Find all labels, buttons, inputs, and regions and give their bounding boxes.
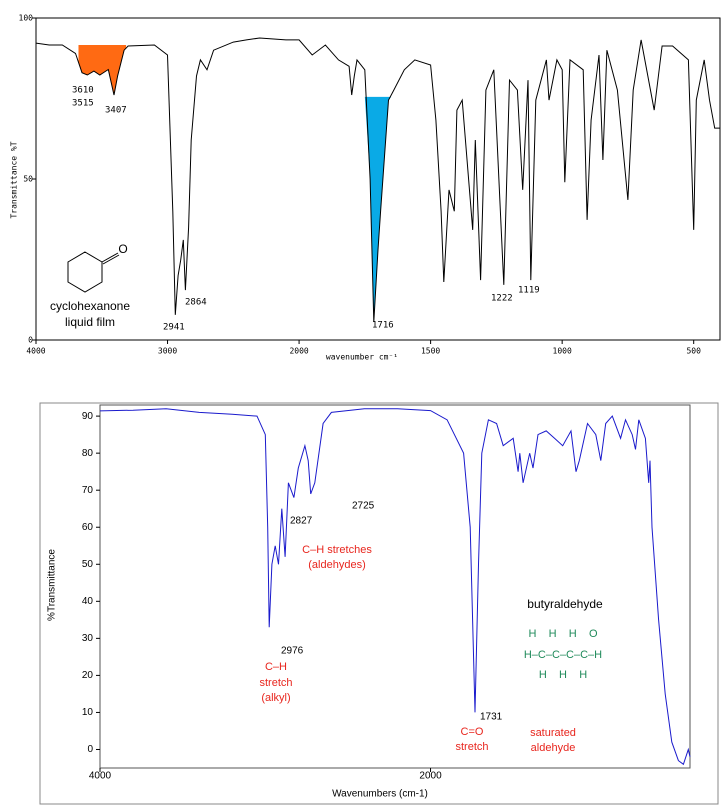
y-tick-label: 0 [87, 744, 93, 755]
annotation: stretch [259, 677, 292, 689]
annotation: 2827 [290, 516, 313, 527]
x-tick-label: 500 [686, 347, 701, 356]
y-axis-label: Transmittance %T [10, 141, 19, 218]
annotation: 3610 [72, 86, 94, 96]
annotation: aldehyde [531, 742, 576, 754]
annotation: 1716 [372, 321, 394, 331]
annotation: saturated [530, 727, 576, 739]
x-tick-label: 3000 [158, 347, 177, 356]
x-tick-label: 4000 [26, 347, 45, 356]
annotation: O [118, 242, 127, 256]
y-tick-label: 60 [82, 522, 94, 533]
y-axis-label: %Transmittance [47, 549, 58, 621]
annotation: butyraldehyde [527, 597, 603, 611]
y-tick-label: 30 [82, 633, 94, 644]
annotation: 2725 [352, 501, 375, 512]
x-axis-label: wavenumber cm⁻¹ [326, 353, 398, 362]
annotation: 2976 [281, 646, 304, 657]
x-tick-label: 4000 [89, 771, 112, 782]
annotation: 1731 [480, 712, 503, 723]
annotation: 1222 [491, 294, 513, 304]
y-tick-label: 10 [82, 707, 94, 718]
annotation: cyclohexanone [50, 299, 130, 313]
x-axis-label: Wavenumbers (cm-1) [332, 789, 428, 800]
annotation: H H H [539, 669, 587, 681]
annotation: 2941 [163, 323, 185, 333]
annotation: 2864 [185, 298, 207, 308]
x-tick-label: 1000 [553, 347, 572, 356]
y-tick-label: 50 [23, 175, 33, 184]
y-tick-label: 0 [28, 336, 33, 345]
y-tick-label: 20 [82, 670, 94, 681]
annotation: liquid film [65, 315, 115, 329]
annotation: stretch [455, 741, 488, 753]
spectrum-line [35, 37, 720, 323]
annotation: H–C–C–C–C–H [524, 649, 602, 661]
annotation: 3407 [105, 106, 127, 116]
annotation: C=O [461, 726, 484, 738]
y-tick-label: 80 [82, 448, 94, 459]
annotation: (aldehydes) [308, 559, 365, 571]
y-tick-label: 40 [82, 596, 94, 607]
y-tick-label: 70 [82, 485, 94, 496]
x-tick-label: 2000 [289, 347, 308, 356]
x-tick-label: 2000 [419, 771, 442, 782]
annotation: 3515 [72, 99, 94, 109]
x-tick-label: 1500 [421, 347, 440, 356]
annotation: (alkyl) [261, 692, 290, 704]
annotation: C–H [265, 661, 287, 673]
spectrum-line [99, 408, 691, 766]
y-tick-label: 100 [19, 14, 34, 23]
highlight-region [78, 45, 127, 95]
molecule [67, 251, 120, 293]
outer-frame [39, 402, 719, 805]
y-tick-label: 90 [82, 411, 94, 422]
annotation: H H H O [528, 628, 598, 640]
annotation: 1119 [518, 286, 540, 296]
y-tick-label: 50 [82, 559, 94, 570]
plot-frame [99, 404, 691, 769]
annotation: C–H stretches [302, 544, 372, 556]
